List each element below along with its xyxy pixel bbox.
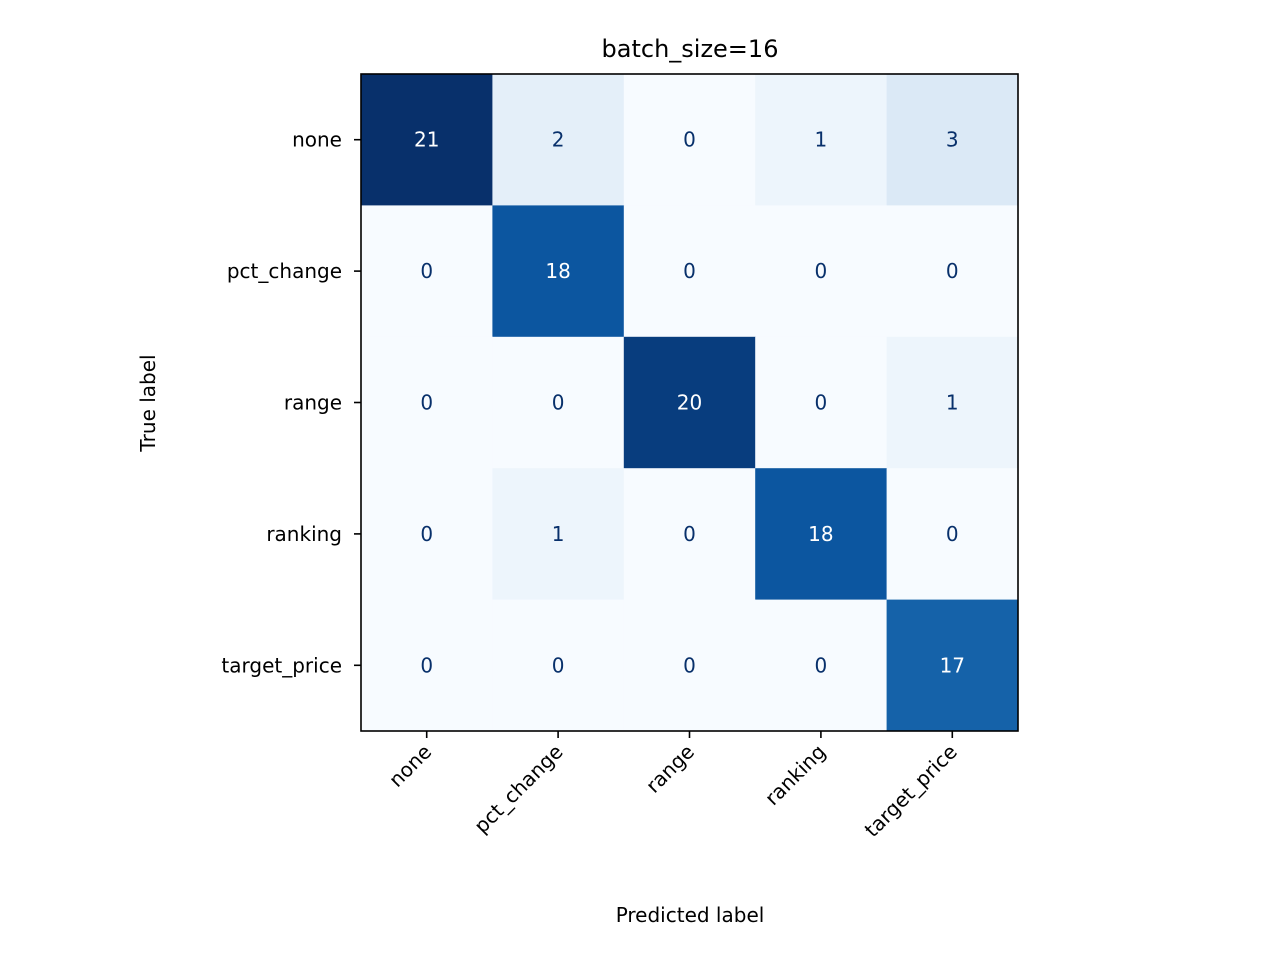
- y-tick-label: range: [284, 391, 342, 415]
- heatmap-cell: [886, 468, 1019, 601]
- cell-value-label: 0: [552, 653, 565, 677]
- cell-value-label: 0: [946, 259, 959, 283]
- cell-value-label: 0: [683, 259, 696, 283]
- y-tick-label: none: [292, 128, 342, 152]
- cell-value-label: 1: [815, 128, 828, 152]
- heatmap-cell: [755, 599, 888, 732]
- heatmap-cell: [623, 74, 756, 206]
- heatmap-cell: [361, 336, 493, 469]
- y-tick-label: target_price: [221, 653, 342, 677]
- cell-value-label: 0: [420, 391, 433, 415]
- heatmap-cell: [492, 599, 625, 732]
- x-tick-label: none: [384, 740, 436, 792]
- x-tick-label: ranking: [760, 740, 830, 810]
- cell-value-label: 20: [677, 391, 702, 415]
- x-axis-label: Predicted label: [616, 903, 765, 927]
- y-tick-label: pct_change: [227, 259, 342, 283]
- heatmap-cell: [755, 336, 888, 469]
- cell-value-label: 0: [420, 653, 433, 677]
- cell-value-label: 0: [420, 259, 433, 283]
- heatmap-cell: [886, 74, 1019, 206]
- heatmap-cell: [492, 336, 625, 469]
- cell-value-labels: 21 2 0 1 30 18 0 0 00 0 20 0 10 1 0 18 00 0 0 0 17: [414, 128, 965, 678]
- heatmap-cell: [886, 205, 1019, 338]
- x-axis-ticks: none pct_change range ranking target_price: [384, 731, 962, 842]
- cell-value-label: 0: [683, 522, 696, 546]
- cell-value-label: 2: [552, 128, 565, 152]
- x-tick-label: pct_change: [469, 740, 567, 838]
- cell-value-label: 21: [414, 128, 439, 152]
- cell-value-label: 0: [815, 391, 828, 415]
- cell-value-label: 0: [552, 391, 565, 415]
- heatmap-cell: [361, 205, 493, 338]
- y-tick-label: ranking: [266, 522, 342, 546]
- y-axis-label: True label: [136, 354, 160, 452]
- cell-value-label: 1: [946, 391, 959, 415]
- heatmap-cell: [492, 74, 625, 206]
- x-tick-label: target_price: [860, 740, 962, 842]
- heatmap-cell: [886, 336, 1019, 469]
- x-tick-label: range: [641, 740, 699, 798]
- heatmap-cell: [361, 74, 493, 206]
- heatmap-cell: [361, 468, 493, 601]
- cell-value-label: 0: [815, 653, 828, 677]
- heatmap-cell: [755, 205, 888, 338]
- heatmap-cell: [492, 468, 625, 601]
- heatmap-cell: [755, 74, 888, 206]
- heatmap-cell: [623, 205, 756, 338]
- cell-value-label: 0: [683, 128, 696, 152]
- heatmap-cell: [623, 599, 756, 732]
- cell-value-label: 0: [815, 259, 828, 283]
- cell-value-label: 18: [545, 259, 570, 283]
- cell-value-label: 17: [940, 653, 965, 677]
- cell-value-label: 18: [808, 522, 833, 546]
- heatmap-cells: [361, 74, 1019, 732]
- heatmap-cell: [623, 336, 756, 469]
- chart-title: batch_size=16: [602, 35, 779, 63]
- cell-value-label: 0: [946, 522, 959, 546]
- heatmap-cell: [492, 205, 625, 338]
- heatmap-cell: [755, 468, 888, 601]
- cell-value-label: 0: [683, 653, 696, 677]
- cell-value-label: 0: [420, 522, 433, 546]
- cell-value-label: 1: [552, 522, 565, 546]
- cell-value-label: 3: [946, 128, 959, 152]
- heatmap-cell: [623, 468, 756, 601]
- heatmap-cell: [886, 599, 1019, 732]
- heatmap-cell: [361, 599, 493, 732]
